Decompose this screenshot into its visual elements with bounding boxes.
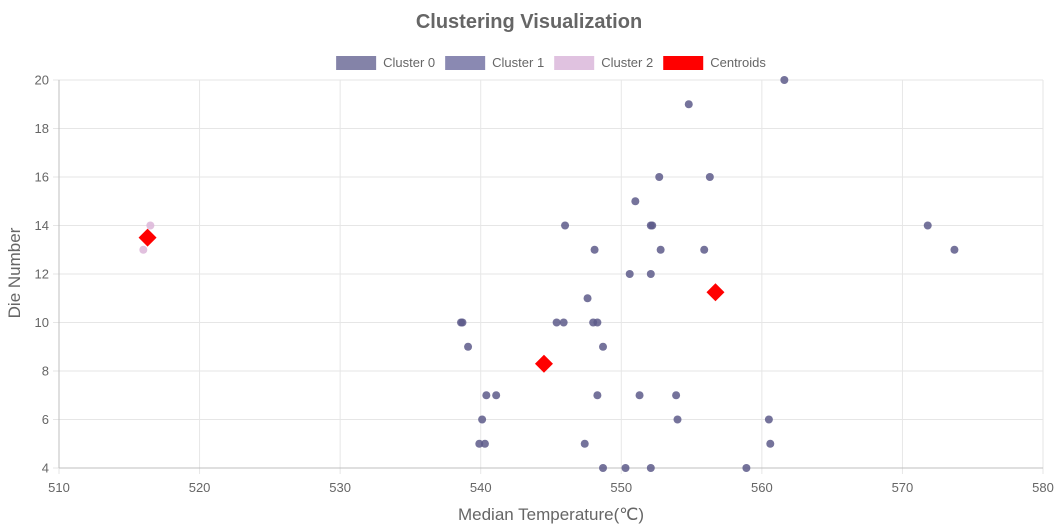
legend-item[interactable]: Centroids — [663, 55, 766, 70]
data-point — [766, 439, 775, 448]
data-point — [590, 245, 599, 254]
data-point — [492, 391, 501, 400]
legend-item[interactable]: Cluster 1 — [445, 55, 544, 70]
x-tick-label: 520 — [189, 480, 211, 495]
data-point — [464, 342, 473, 351]
data-point — [146, 221, 155, 230]
data-point — [646, 270, 655, 278]
data-points — [138, 76, 959, 472]
legend-label: Cluster 1 — [492, 55, 544, 70]
data-point — [480, 439, 489, 448]
y-tick-label: 10 — [35, 315, 49, 330]
data-point — [655, 173, 664, 181]
legend-label: Cluster 0 — [383, 55, 435, 70]
data-point — [923, 221, 932, 230]
legend: Cluster 0 Cluster 1 Cluster 2 Centroids — [336, 55, 766, 70]
x-tick-label: 570 — [892, 480, 914, 495]
data-point — [950, 245, 959, 254]
data-point — [478, 415, 487, 424]
y-axis-title: Die Number — [5, 227, 24, 318]
data-point — [593, 391, 602, 400]
legend-item[interactable]: Cluster 0 — [336, 55, 435, 70]
data-point — [742, 464, 751, 472]
data-point — [635, 391, 644, 400]
x-tick-label: 550 — [610, 480, 632, 495]
data-point — [684, 100, 693, 109]
data-point — [672, 391, 681, 400]
data-point — [621, 464, 630, 472]
data-point — [631, 197, 640, 206]
data-point — [457, 318, 466, 327]
data-point — [705, 173, 714, 181]
axes: 510 520 530 540 550 560 570 580 4 6 8 10 12 14 16 18 20 — [35, 73, 1054, 496]
x-tick-label: 560 — [751, 480, 773, 495]
y-tick-label: 12 — [35, 267, 49, 282]
x-tick-label: 530 — [329, 480, 351, 495]
legend-swatch — [554, 56, 595, 70]
centroid-marker — [706, 283, 725, 302]
centroid-marker — [534, 354, 553, 373]
data-point — [482, 391, 491, 400]
data-point — [593, 318, 602, 327]
chart-title: Clustering Visualization — [416, 11, 642, 33]
y-tick-label: 18 — [35, 121, 49, 136]
data-point — [764, 415, 773, 424]
data-point — [700, 245, 709, 254]
legend-label: Cluster 2 — [601, 55, 653, 70]
data-point — [646, 221, 655, 230]
y-tick-label: 20 — [35, 73, 49, 88]
legend-label: Centroids — [710, 55, 766, 70]
data-point — [583, 294, 592, 303]
x-tick-label: 510 — [48, 480, 70, 495]
data-point — [673, 415, 682, 424]
y-tick-label: 14 — [35, 218, 49, 233]
y-tick-label: 16 — [35, 170, 49, 185]
data-point — [599, 342, 608, 351]
y-tick-label: 4 — [42, 461, 49, 476]
data-point — [559, 318, 568, 327]
data-point — [139, 245, 148, 254]
y-tick-label: 6 — [42, 412, 49, 427]
data-point — [552, 318, 561, 327]
data-point — [599, 464, 608, 472]
legend-swatch — [663, 56, 704, 70]
legend-swatch — [336, 56, 377, 70]
data-point — [580, 439, 589, 448]
data-point — [561, 221, 570, 230]
centroid-marker — [138, 228, 157, 247]
data-point — [475, 439, 484, 448]
data-point — [656, 245, 665, 254]
data-point — [780, 76, 789, 84]
grid — [53, 79, 1044, 474]
legend-item[interactable]: Cluster 2 — [554, 55, 653, 70]
y-tick-label: 8 — [42, 364, 49, 379]
data-point — [646, 464, 655, 472]
x-tick-label: 580 — [1032, 480, 1054, 495]
x-axis-title: Median Temperature(℃) — [458, 505, 644, 524]
data-point — [625, 270, 634, 278]
x-tick-label: 540 — [470, 480, 492, 495]
legend-swatch — [445, 56, 486, 70]
